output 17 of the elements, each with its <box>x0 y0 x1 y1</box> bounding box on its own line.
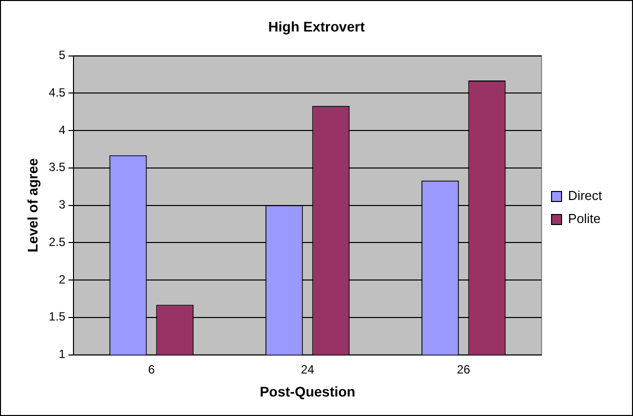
legend-label: Direct <box>568 188 602 204</box>
y-tick-label: 4 <box>58 122 66 137</box>
y-tick-label: 2.5 <box>48 234 66 249</box>
y-tick-label: 5 <box>58 48 66 62</box>
y-tick-label: 3.5 <box>48 160 66 174</box>
y-tick-label: 3 <box>58 198 66 212</box>
legend-label: Polite <box>568 211 601 226</box>
y-axis-title: Level of agree <box>24 158 40 252</box>
y-tick-label: 4.5 <box>48 85 66 100</box>
x-tick-label: 24 <box>300 362 315 376</box>
y-tick-label: 2 <box>58 272 66 286</box>
chart-title: High Extrovert <box>268 18 366 34</box>
y-tick-label: 1 <box>58 347 66 362</box>
y-tick-label: 1.5 <box>48 310 66 324</box>
x-tick-label: 6 <box>148 362 156 376</box>
x-tick-label: 26 <box>456 362 471 376</box>
x-axis-title: Post-Question <box>260 383 356 400</box>
